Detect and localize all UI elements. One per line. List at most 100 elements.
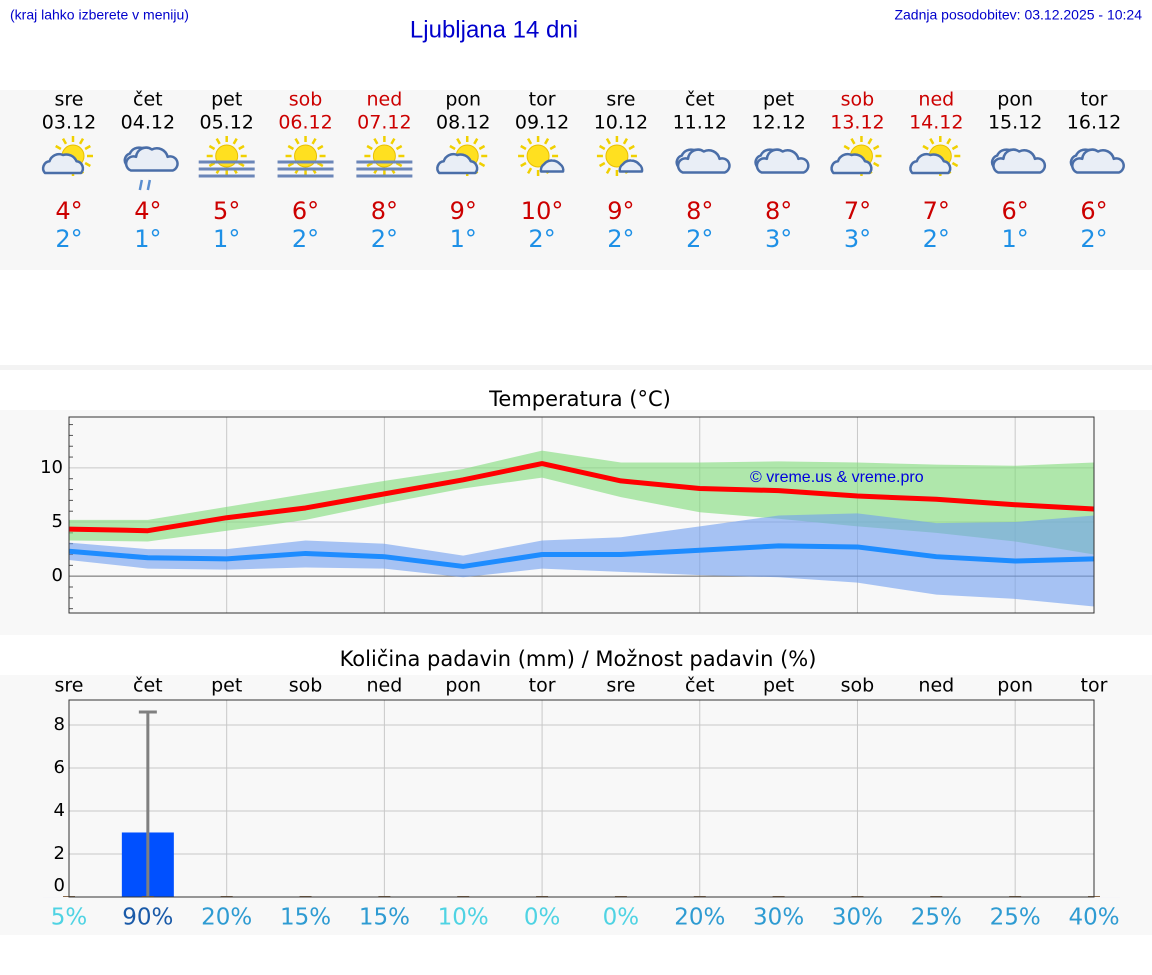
- day-name: tor: [1081, 89, 1108, 111]
- weather-icon: [356, 136, 413, 178]
- probability-label: 15%: [280, 905, 331, 931]
- day-date: 09.12: [515, 112, 569, 134]
- sun-ray: [55, 144, 62, 151]
- sun-ray: [317, 144, 324, 151]
- sun-ray: [238, 144, 245, 151]
- cloud: [539, 159, 565, 173]
- probability-label: 30%: [832, 905, 883, 931]
- x-tick-label: pet: [211, 675, 242, 697]
- temp-high: 9°: [450, 197, 477, 225]
- temp-low: 2°: [1080, 225, 1107, 253]
- sun: [605, 144, 629, 168]
- sun-ray: [366, 144, 373, 151]
- temp-low: 3°: [765, 225, 792, 253]
- x-tick-label: tor: [1081, 675, 1108, 697]
- cloud: [41, 152, 85, 175]
- sun-ray: [395, 144, 403, 151]
- sun-ray: [456, 138, 462, 145]
- day-date: 13.12: [830, 112, 884, 134]
- y-tick-label: 10: [40, 457, 63, 478]
- temp-high: 9°: [607, 197, 634, 225]
- sun-ray: [929, 138, 935, 145]
- temp-line: [68, 461, 1095, 534]
- temp-low: 3°: [844, 225, 871, 253]
- cloud: [992, 148, 1047, 174]
- sun-ray: [61, 138, 68, 145]
- weather-icon: [990, 148, 1047, 174]
- temp-high: 8°: [686, 197, 713, 225]
- sun-ray: [628, 144, 635, 151]
- temp-high: 10°: [521, 197, 564, 225]
- x-tick-label: sre: [55, 675, 84, 697]
- x-tick-label: pet: [763, 675, 794, 697]
- cloud: [1071, 148, 1125, 174]
- sun: [526, 144, 550, 168]
- sun-ray: [622, 138, 629, 145]
- sun-ray: [473, 138, 479, 145]
- page-title: Ljubljana 14 dni: [410, 16, 578, 43]
- range-band: [69, 513, 1094, 607]
- sun-ray: [520, 144, 527, 151]
- sun-ray: [605, 138, 612, 145]
- plot-frame: [68, 699, 1095, 898]
- cloud: [436, 152, 479, 175]
- day-name: čet: [685, 89, 715, 111]
- y-tick-label: 6: [54, 757, 65, 778]
- weather-icon: [1069, 148, 1125, 174]
- sun: [372, 144, 396, 168]
- temp-low: 1°: [134, 225, 161, 253]
- temp-high: 5°: [213, 197, 240, 225]
- day-date: 12.12: [751, 112, 805, 134]
- probability-label: 20%: [201, 905, 252, 931]
- sun-ray: [598, 161, 606, 168]
- x-tick-label: ned: [366, 675, 402, 697]
- weather-icon: [198, 136, 255, 178]
- temp-low: 2°: [686, 225, 713, 253]
- probability-label: 20%: [674, 905, 725, 931]
- temp-high: 7°: [923, 197, 950, 225]
- x-tick-label: pon: [445, 675, 481, 697]
- sun-ray: [598, 144, 606, 151]
- sun-ray: [843, 144, 850, 151]
- probability-label: 90%: [122, 905, 173, 931]
- weather-icon: [518, 136, 565, 176]
- separator: [0, 365, 1152, 370]
- temp-high: 6°: [292, 197, 319, 225]
- y-tick-label: 0: [52, 565, 63, 586]
- day-date: 14.12: [909, 112, 963, 134]
- temp-low: 1°: [1002, 225, 1029, 253]
- x-tick-label: sob: [841, 675, 875, 697]
- x-tick-label: sob: [289, 675, 323, 697]
- y-tick-label: 5: [52, 511, 63, 532]
- sun-ray: [543, 138, 550, 145]
- day-strip-bg: [0, 90, 1152, 270]
- sun-ray: [84, 161, 91, 168]
- temp-low: 2°: [607, 225, 634, 253]
- sun-ray: [294, 138, 300, 145]
- sun-ray: [850, 138, 856, 145]
- sun: [215, 144, 239, 168]
- x-tick-label: sre: [606, 675, 635, 697]
- range-band: [69, 450, 1094, 555]
- sun-ray: [232, 138, 238, 145]
- day-date: 16.12: [1067, 112, 1121, 134]
- temp-high: 8°: [765, 197, 792, 225]
- weather-icon: [909, 136, 961, 176]
- day-name: sre: [606, 89, 635, 111]
- sun-ray: [390, 138, 396, 145]
- probability-label: 40%: [1068, 905, 1119, 931]
- sun-ray: [951, 161, 959, 168]
- y-tick-label: 4: [54, 800, 65, 821]
- sun-ray: [872, 161, 880, 168]
- sun-ray: [872, 144, 880, 151]
- rain-drop: [146, 179, 152, 191]
- cloud: [676, 148, 731, 174]
- plot-frame: [68, 416, 1095, 614]
- temp-high: 4°: [55, 197, 82, 225]
- sun-ray: [478, 144, 486, 151]
- temp-line: [68, 543, 1095, 569]
- sun-ray: [520, 161, 527, 168]
- plot-area: [69, 700, 1094, 897]
- cloud: [124, 146, 179, 172]
- weather-icon: [754, 148, 810, 174]
